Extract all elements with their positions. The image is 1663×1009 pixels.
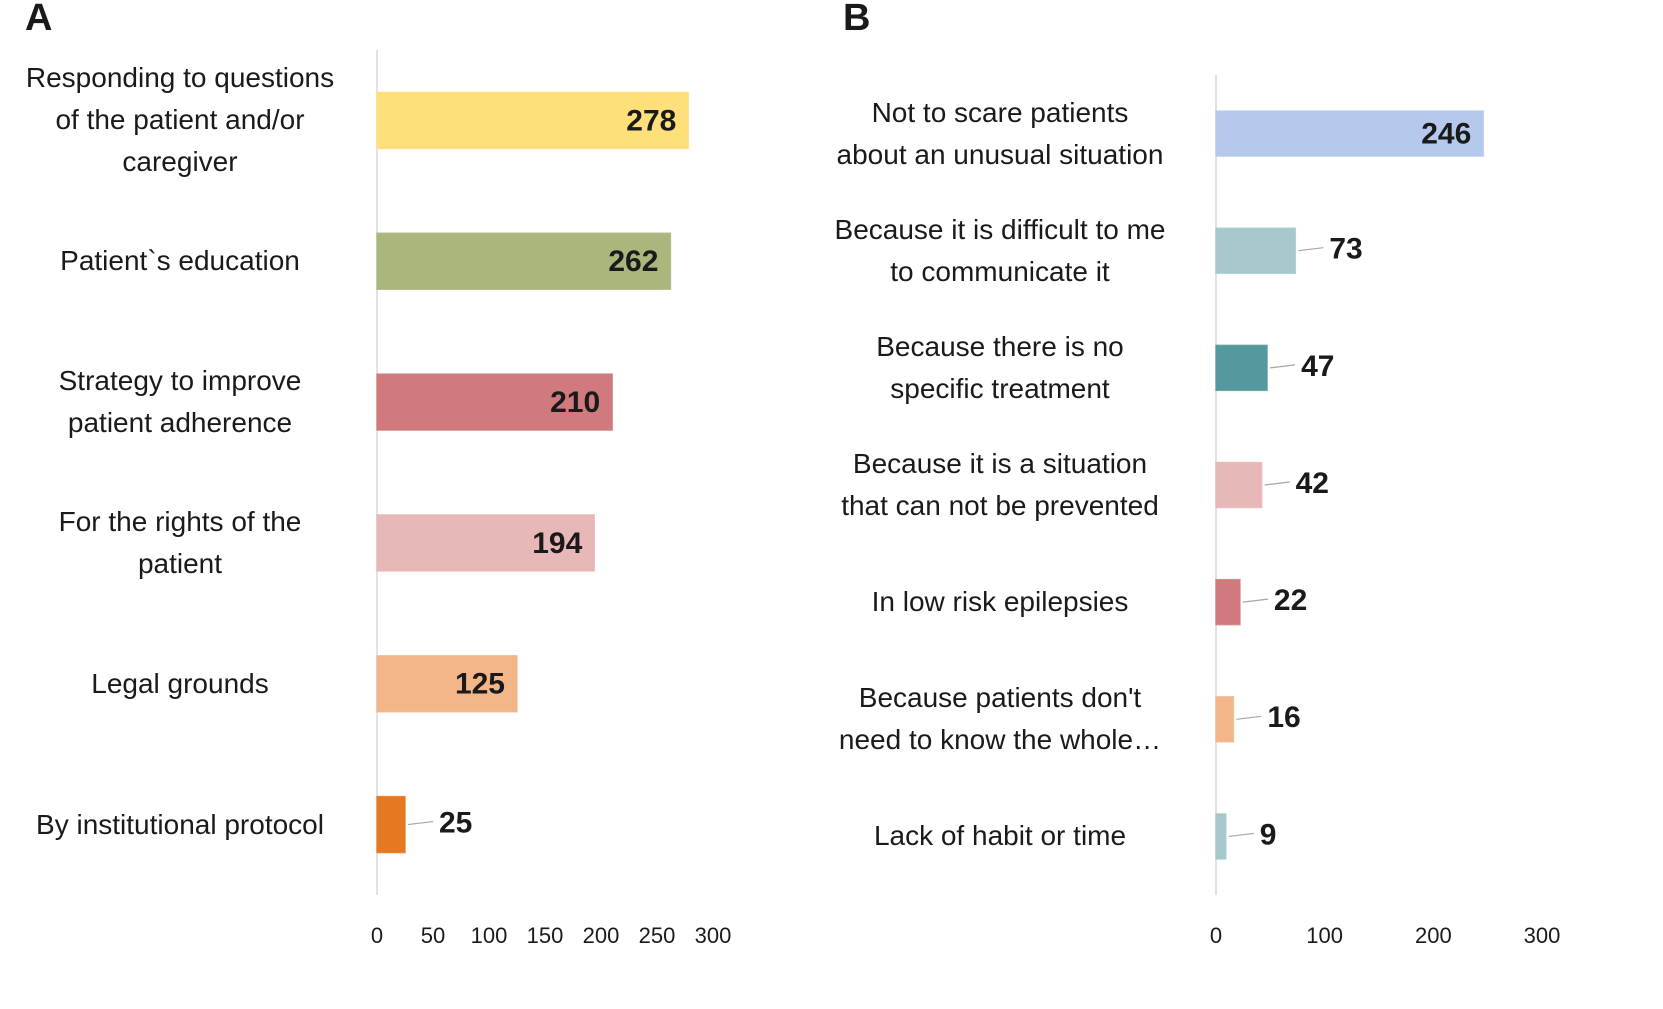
bar — [1215, 227, 1297, 274]
x-tick-label: 50 — [421, 923, 445, 948]
panel-title: A — [25, 0, 52, 39]
x-tick-label: 100 — [471, 923, 508, 948]
value-label: 47 — [1301, 350, 1334, 383]
value-label: 25 — [439, 807, 472, 840]
x-tick-label: 150 — [527, 923, 564, 948]
leader-line — [1264, 481, 1290, 486]
category-label: Because it is a situation that can not b… — [841, 447, 1159, 521]
x-tick-label: 300 — [1524, 923, 1561, 948]
leader-line — [1270, 364, 1296, 369]
value-label: 246 — [1421, 117, 1471, 150]
leader-line — [1242, 598, 1268, 603]
bar — [1215, 110, 1485, 157]
value-label: 42 — [1296, 467, 1329, 500]
x-tick-label: 250 — [639, 923, 676, 948]
category-label: Lack of habit or time — [873, 820, 1127, 852]
bar — [376, 514, 596, 572]
category-label: Because there is no specific treatment — [876, 330, 1124, 404]
category-label: Patient`s education — [60, 245, 300, 277]
category-label: By institutional protocol — [36, 808, 324, 840]
bar — [376, 232, 672, 290]
category-label: Strategy to improve patient adherence — [58, 365, 302, 439]
bar — [376, 91, 690, 150]
value-label: 9 — [1260, 818, 1277, 851]
bar — [1215, 813, 1227, 860]
category-label: Legal grounds — [91, 667, 269, 699]
x-tick-label: 0 — [371, 923, 383, 948]
x-tick-label: 100 — [1306, 923, 1343, 948]
category-label: Because patients don't need to know the … — [838, 682, 1162, 756]
panel-title: B — [843, 0, 870, 39]
value-label: 22 — [1274, 584, 1307, 617]
category-label: Responding to questions of the patient a… — [25, 62, 335, 178]
value-label: 125 — [455, 668, 505, 701]
leader-line — [1236, 715, 1262, 720]
value-label: 210 — [550, 386, 600, 419]
value-label: 73 — [1329, 233, 1362, 266]
x-tick-label: 200 — [1415, 923, 1452, 948]
leader-line — [407, 820, 434, 826]
value-label: 262 — [608, 245, 658, 278]
category-label: Not to scare patients about an unusual s… — [836, 96, 1164, 170]
x-tick-label: 0 — [1210, 923, 1222, 948]
category-label: In low risk epilepsies — [871, 586, 1129, 618]
x-tick-label: 200 — [583, 923, 620, 948]
bar — [1215, 578, 1241, 626]
bar — [1215, 696, 1235, 743]
category-label: Because it is difficult to me to communi… — [834, 213, 1166, 287]
bar — [1215, 344, 1268, 392]
leader-line — [1228, 832, 1254, 838]
leader-line — [1298, 247, 1324, 252]
bar — [376, 655, 518, 713]
x-tick-label: 300 — [695, 923, 732, 948]
bar — [1215, 461, 1263, 509]
category-label: For the rights of the patient — [58, 505, 302, 579]
bar — [376, 795, 406, 854]
value-label: 194 — [532, 527, 582, 560]
bar — [376, 373, 613, 431]
value-label: 16 — [1267, 701, 1300, 734]
value-label: 278 — [626, 104, 676, 137]
